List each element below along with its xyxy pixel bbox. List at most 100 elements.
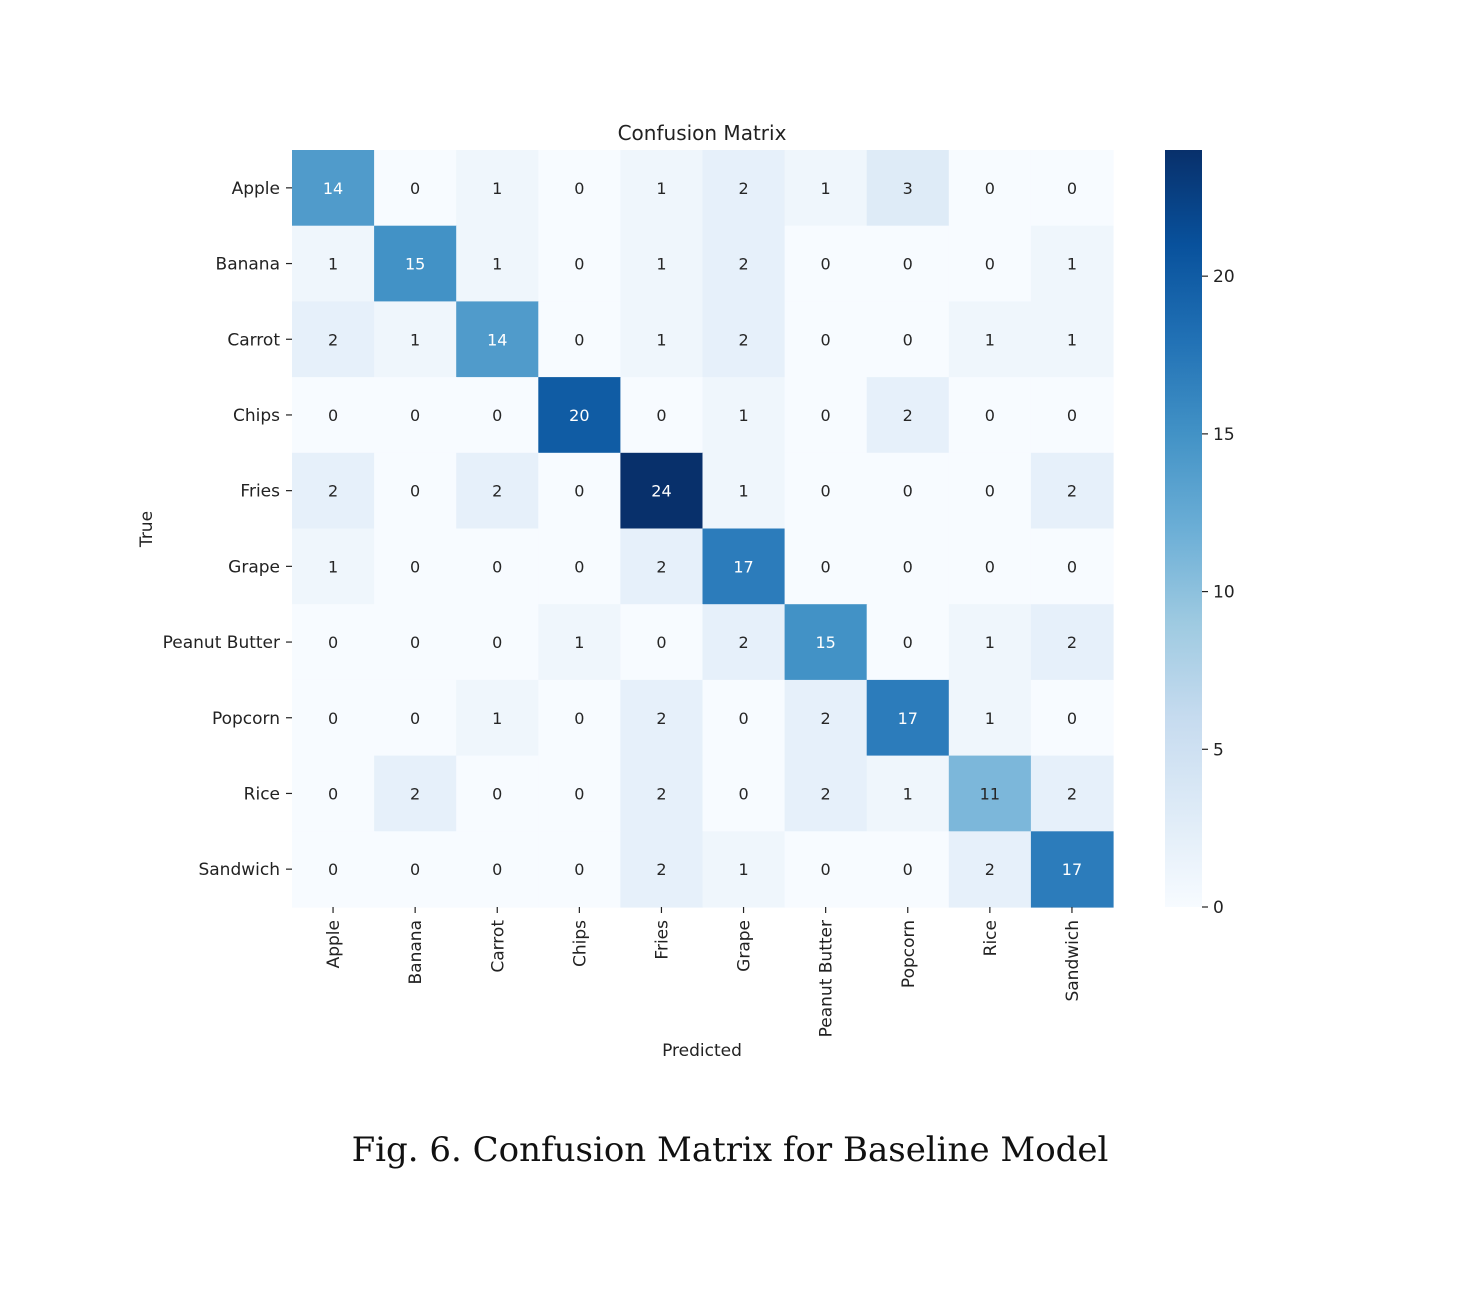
heatmap-cell bbox=[702, 301, 786, 378]
x-tick-label: Fries bbox=[652, 920, 672, 960]
cell-value-label: 14 bbox=[487, 330, 507, 349]
heatmap-cell bbox=[456, 301, 539, 378]
cell-value-label: 0 bbox=[1067, 406, 1077, 425]
cell-value-label: 0 bbox=[574, 482, 584, 501]
x-tick-label: Banana bbox=[406, 920, 426, 984]
cell-value-label: 0 bbox=[1067, 179, 1077, 198]
cell-value-label: 3 bbox=[903, 179, 913, 198]
heatmap-cell bbox=[538, 528, 621, 605]
cell-value-label: 2 bbox=[738, 179, 748, 198]
heatmap-cell bbox=[702, 755, 786, 832]
heatmap-cell bbox=[456, 452, 539, 530]
cell-value-label: 2 bbox=[738, 255, 748, 274]
heatmap-cell bbox=[620, 831, 704, 908]
cell-value-label: 0 bbox=[492, 557, 502, 576]
x-tick-label: Sandwich bbox=[1063, 920, 1083, 1002]
heatmap-cell bbox=[948, 377, 1032, 454]
y-tick-label: Rice bbox=[244, 784, 280, 804]
heatmap-cell bbox=[538, 150, 621, 227]
cell-value-label: 1 bbox=[574, 633, 584, 652]
cell-value-label: 0 bbox=[821, 255, 831, 274]
heatmap-cell bbox=[866, 225, 950, 302]
cell-value-label: 2 bbox=[410, 784, 420, 803]
heatmap-cell bbox=[702, 150, 786, 227]
cell-value-label: 11 bbox=[980, 784, 1000, 803]
heatmap-cell bbox=[292, 225, 375, 302]
cell-value-label: 0 bbox=[328, 406, 338, 425]
heatmap-cell bbox=[538, 301, 621, 378]
heatmap-cell bbox=[374, 225, 457, 302]
heatmap-cell bbox=[866, 377, 950, 454]
cell-value-label: 24 bbox=[651, 482, 671, 501]
heatmap-cell bbox=[948, 604, 1032, 681]
heatmap-cell bbox=[784, 528, 868, 605]
heatmap-cell bbox=[538, 604, 621, 681]
cell-value-label: 0 bbox=[574, 330, 584, 349]
cell-value-label: 0 bbox=[821, 482, 831, 501]
heatmap-cell bbox=[456, 528, 539, 605]
heatmap-cell bbox=[1030, 452, 1114, 530]
cell-value-label: 17 bbox=[898, 709, 918, 728]
colorbar bbox=[1165, 150, 1202, 907]
heatmap-cell bbox=[702, 225, 786, 302]
cell-value-label: 1 bbox=[656, 255, 666, 274]
cell-value-label: 2 bbox=[656, 709, 666, 728]
heatmap-cell bbox=[292, 755, 375, 832]
heatmap-cell bbox=[948, 225, 1032, 302]
cell-value-label: 1 bbox=[328, 255, 338, 274]
y-tick-label: Popcorn bbox=[212, 709, 280, 729]
heatmap-cell bbox=[702, 831, 786, 908]
heatmap-cell bbox=[1030, 377, 1114, 454]
heatmap-cell bbox=[538, 377, 621, 454]
cell-value-label: 0 bbox=[574, 860, 584, 879]
chart-title: Confusion Matrix bbox=[618, 121, 787, 145]
cell-value-label: 0 bbox=[574, 255, 584, 274]
heatmap-cell bbox=[456, 150, 539, 227]
heatmap-cell bbox=[620, 528, 704, 605]
cell-value-label: 0 bbox=[328, 633, 338, 652]
y-tick-label: Carrot bbox=[227, 330, 280, 350]
heatmap-cell bbox=[1030, 831, 1114, 908]
cell-value-label: 0 bbox=[410, 482, 420, 501]
heatmap-cell bbox=[456, 377, 539, 454]
x-axis-label: Predicted bbox=[662, 1041, 742, 1061]
heatmap-cell bbox=[784, 755, 868, 832]
cell-value-label: 1 bbox=[656, 179, 666, 198]
heatmap-cell bbox=[620, 377, 704, 454]
colorbar-ticks: 0 5 10 15 20 bbox=[1202, 267, 1235, 918]
x-tick-label: Rice bbox=[981, 920, 1001, 956]
heatmap-cell bbox=[620, 301, 704, 378]
heatmap-cell bbox=[292, 377, 375, 454]
cell-value-label: 1 bbox=[656, 330, 666, 349]
cell-value-label: 0 bbox=[1067, 709, 1077, 728]
heatmap-cell bbox=[948, 150, 1032, 227]
x-tick-label: Chips bbox=[570, 920, 590, 967]
heatmap-cell bbox=[784, 452, 868, 530]
heatmap-cell bbox=[538, 452, 621, 530]
heatmap-cell bbox=[866, 831, 950, 908]
cell-value-label: 2 bbox=[492, 482, 502, 501]
cell-value-label: 1 bbox=[903, 784, 913, 803]
cell-value-label: 1 bbox=[738, 860, 748, 879]
cell-value-label: 1 bbox=[1067, 255, 1077, 274]
heatmap-cell bbox=[784, 831, 868, 908]
heatmap-cell bbox=[702, 528, 786, 605]
heatmap-cell bbox=[784, 150, 868, 227]
heatmap-cell bbox=[292, 528, 375, 605]
heatmap-cell bbox=[702, 377, 786, 454]
y-tick-label: Grape bbox=[228, 557, 280, 577]
cell-value-label: 0 bbox=[985, 179, 995, 198]
cell-value-label: 0 bbox=[903, 482, 913, 501]
heatmap-cell bbox=[456, 831, 539, 908]
heatmap-cell bbox=[1030, 604, 1114, 681]
cell-value-label: 0 bbox=[410, 179, 420, 198]
x-tick-label: Popcorn bbox=[899, 920, 919, 988]
cell-value-label: 0 bbox=[328, 860, 338, 879]
heatmap-cell bbox=[374, 831, 457, 908]
heatmap-cell bbox=[1030, 528, 1114, 605]
cell-value-label: 2 bbox=[903, 406, 913, 425]
cell-value-label: 15 bbox=[815, 633, 835, 652]
heatmap-cell bbox=[292, 301, 375, 378]
heatmap-cell bbox=[948, 679, 1032, 757]
heatmap-cell bbox=[784, 225, 868, 302]
